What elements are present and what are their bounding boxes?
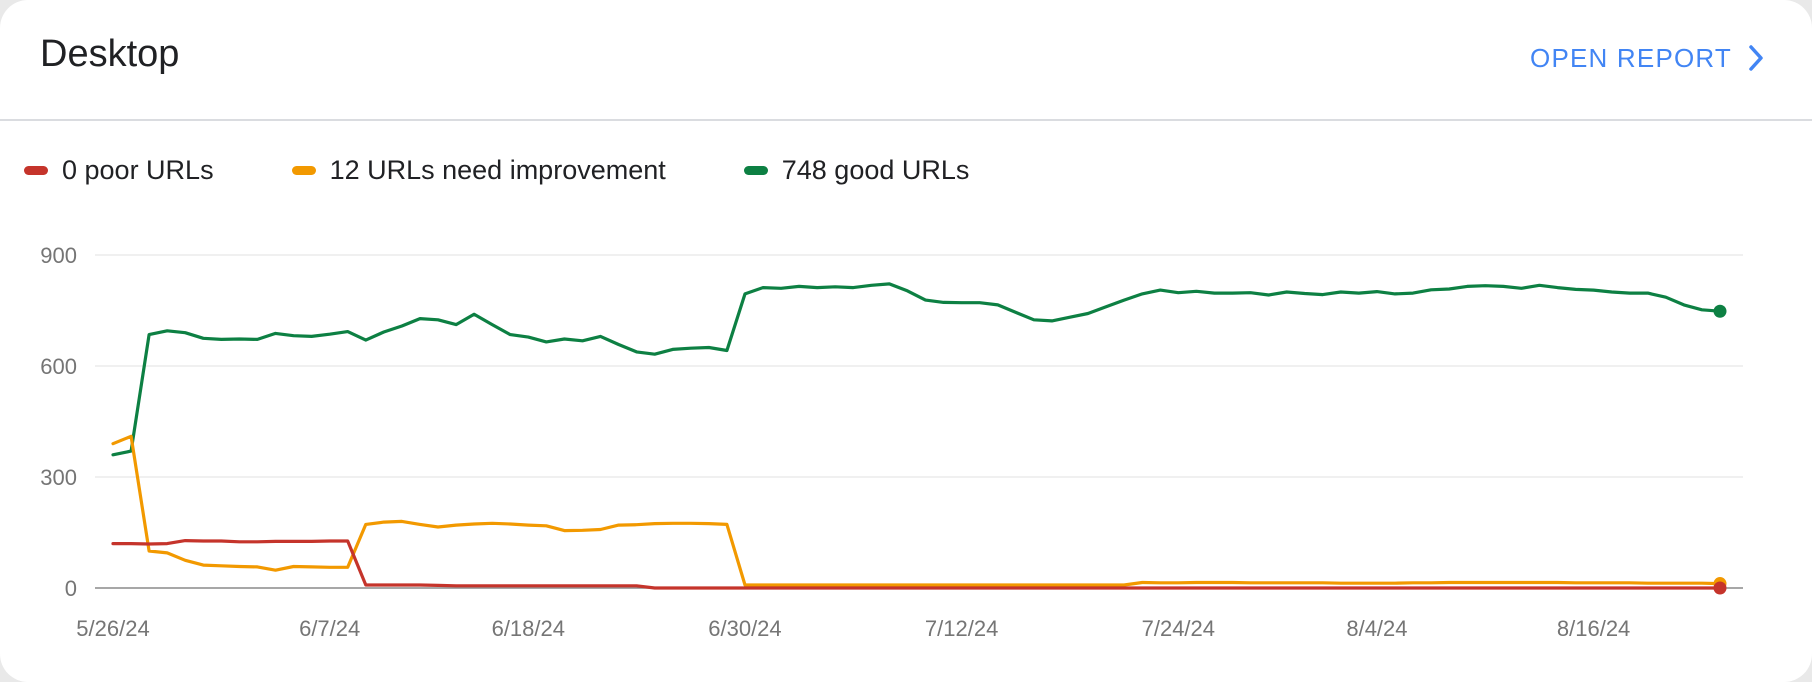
x-tick-label: 6/30/24 — [708, 616, 781, 641]
x-tick-label: 7/24/24 — [1142, 616, 1215, 641]
legend-swatch-poor — [24, 165, 48, 175]
legend-item-poor[interactable]: 0 poor URLs — [24, 152, 214, 188]
y-tick-label: 900 — [40, 243, 77, 268]
legend-label-needs-improvement: 12 URLs need improvement — [329, 154, 666, 185]
y-tick-label: 300 — [40, 465, 77, 490]
legend-swatch-good — [743, 165, 768, 175]
legend-label-poor: 0 poor URLs — [62, 154, 214, 185]
series-line-good — [111, 282, 1722, 457]
x-tick-label: 6/18/24 — [492, 616, 565, 641]
legend-label-good: 748 good URLs — [781, 154, 970, 185]
chevron-right-icon — [1749, 45, 1763, 71]
series-line-poor — [111, 538, 1722, 590]
x-tick-label: 8/16/24 — [1557, 616, 1630, 641]
y-tick-label: 0 — [65, 576, 77, 601]
chart-legend: 0 poor URLs 12 URLs need improvement 748… — [24, 152, 1047, 188]
open-report-link[interactable]: OPEN REPORT — [1530, 38, 1768, 78]
legend-item-good[interactable]: 748 good URLs — [743, 152, 970, 188]
legend-item-needs-improvement[interactable]: 12 URLs need improvement — [291, 152, 666, 188]
x-tick-label: 7/12/24 — [925, 616, 998, 641]
series-endpoint-poor — [1713, 581, 1727, 595]
series-line-needs-improvement — [111, 434, 1722, 587]
x-tick-label: 5/26/24 — [76, 616, 149, 641]
legend-swatch-needs-improvement — [291, 165, 316, 175]
x-tick-label: 6/7/24 — [299, 616, 360, 641]
card-title: Desktop — [40, 33, 180, 75]
x-tick-label: 8/4/24 — [1346, 616, 1407, 641]
series-endpoint-good — [1713, 304, 1727, 318]
y-tick-label: 600 — [40, 354, 77, 379]
card-header: Desktop OPEN REPORT — [0, 0, 1812, 121]
open-report-label: OPEN REPORT — [1530, 43, 1732, 73]
